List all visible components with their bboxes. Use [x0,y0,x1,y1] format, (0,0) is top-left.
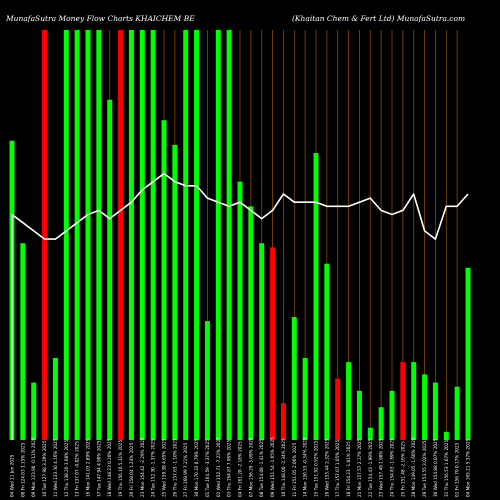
x-tick-label: 20 Fri 158.04 1.24% 2025 [129,442,134,497]
x-tick-label: 24 Tue 152.30 -1.37% 2025 [151,439,156,497]
bar-41 [443,431,449,440]
x-tick-label: 04 Mon 165.21 5.37% 2025 [466,439,471,497]
x-tick-label: 25 Fri 151.48 -2.16% 2025 [400,441,405,497]
x-tick-label: 04 Fri 161.28 -2.18% 2025 [238,441,243,497]
x-tick-label: 23 Wed 157.49 1.98% 2025 [379,438,384,497]
bar-19 [204,321,210,440]
x-tick-label: 27 Fri 168.99 7.21% 2025 [183,442,188,497]
x-tick-label: 09 Wed 151.54 -1.65% 2025 [270,437,275,497]
x-tick-label: 11 Fri 151.05 2.06% 2025 [292,442,297,497]
x-tick-label: 01 Tue 164.59 -3.37% 2025 [205,439,210,497]
x-tick-label: 16 Wed 155.44 2.32% 2025 [324,438,329,497]
trend-line [11,172,469,440]
bar-21 [226,30,232,440]
x-tick-label: 30 Wed 154.88 0.87% 2025 [433,438,438,497]
bar-33 [356,390,362,440]
x-tick-label: 07 Mon 156.29 -3.09% 2025 [248,437,253,497]
trend-line-group [11,172,469,440]
x-tick-label: 12 Thu 138.20 3.68% 2025 [64,440,69,497]
x-tick-label: 11 Wed 133.30 4.16% 2025 [53,438,58,497]
x-tick-label: 04 Wed 11 Jun 2025 [10,454,15,497]
x-tick-label: 17 Thu 157.07 1.05% 2025 [335,440,340,497]
bar-32 [346,362,352,440]
bar-34 [367,427,373,440]
bar-31 [335,378,341,440]
x-tick-label: 02 Wed 152.71 -7.22% 2025 [216,437,221,497]
bar-13 [139,30,145,440]
x-tick-label: 10 Tue 127.98 3.29% 2025 [42,440,47,497]
bar-30 [324,263,330,440]
x-tick-label: 13 Fri 137.07 -0.82% 2025 [75,441,80,497]
bar-26 [280,403,286,440]
bar-25 [270,247,276,440]
x-tick-label: 09 Mon 123.90 -0.11% 2025 [31,437,36,497]
x-tick-label: 28 Mon 149.05 -1.60% 2025 [411,437,416,497]
x-tick-label: 15 Tue 151.92 0.92% 2025 [314,440,319,497]
x-tick-label: 10 Thu 148.00 -2.34% 2025 [281,438,286,497]
bar-36 [389,390,395,440]
bar-8 [85,30,91,440]
bar-17 [183,30,189,440]
x-tick-label: 16 Mon 141.03 2.89% 2025 [86,439,91,497]
bar-10 [107,99,113,440]
bar-16 [172,144,178,441]
bar-27 [291,317,297,440]
x-tick-label: 22 Tue 154.43 -1.99% 2025 [368,439,373,497]
bar-18 [194,30,200,440]
bar-39 [422,374,428,440]
bar-3 [31,382,37,440]
x-tick-label: 06 Fri 124.03 1.15% 2025 [20,442,25,497]
x-tick-label: 01 Fri 156.79 0.17% 2025 [455,442,460,497]
x-tick-label: 19 Thu 156.10 5.31% 2025 [118,440,123,497]
x-tick-label: 30 Mon 170.33 0.79% 2025 [194,439,199,497]
bar-38 [411,362,417,440]
bar-12 [128,30,134,440]
x-tick-label: 29 Tue 153.55 3.02% 2025 [422,440,427,497]
bar-24 [259,243,265,440]
bar-42 [454,386,460,440]
bar-40 [432,382,438,440]
bar-15 [161,120,167,440]
bar-20 [215,30,221,440]
bar-29 [313,153,319,440]
x-tick-label: 18 Wed 148.23 0.20% 2025 [107,438,112,497]
bar-7 [74,30,80,440]
x-tick-label: 14 Mon 150.53 -0.34% 2025 [303,437,308,497]
x-tick-label: 24 Thu 154.83 -1.69% 2025 [390,438,395,497]
bar-9 [96,30,102,440]
x-tick-label: 17 Tue 147.94 4.90% 2025 [96,440,101,497]
bar-2 [20,243,26,440]
bar-28 [302,358,308,440]
bar-6 [63,30,69,440]
chart-title-left: MunafaSutra Money Flow Charts KHAICHEM B… [5,14,195,23]
x-tick-label: 18 Fri 154.23 -1.81% 2025 [346,441,351,497]
x-tick-label: 23 Mon 154.42 -2.29% 2025 [140,437,145,497]
x-tick-label: 25 Wed 159.38 4.65% 2025 [162,438,167,497]
bar-5 [52,358,58,440]
bar-22 [237,181,243,440]
x-tick-label: 31 Thu 156.53 1.07% 2025 [444,440,449,497]
bar-43 [465,267,471,440]
bar-11 [118,30,124,440]
bar-14 [150,30,156,440]
x-tick-label: 21 Mon 157.57 2.17% 2025 [357,439,362,497]
x-tick-label: 08 Tue 154.08 -1.41% 2025 [259,439,264,497]
x-tick-label: 26 Thu 157.63 -1.10% 2025 [172,438,177,497]
bar-35 [378,407,384,440]
bars [9,30,471,441]
x-tick-label: 03 Thu 164.87 7.96% 2025 [227,440,232,497]
x-tick-labels: 04 Wed 11 Jun 2025 06 Fri 124.03 1.15% 20… [10,437,471,497]
bar-23 [248,206,254,440]
bar-4 [42,30,48,440]
bar-37 [400,362,406,440]
chart-title-right: (Khaitan Chem & Fert Ltd) MunafaSutra.co… [292,14,465,23]
